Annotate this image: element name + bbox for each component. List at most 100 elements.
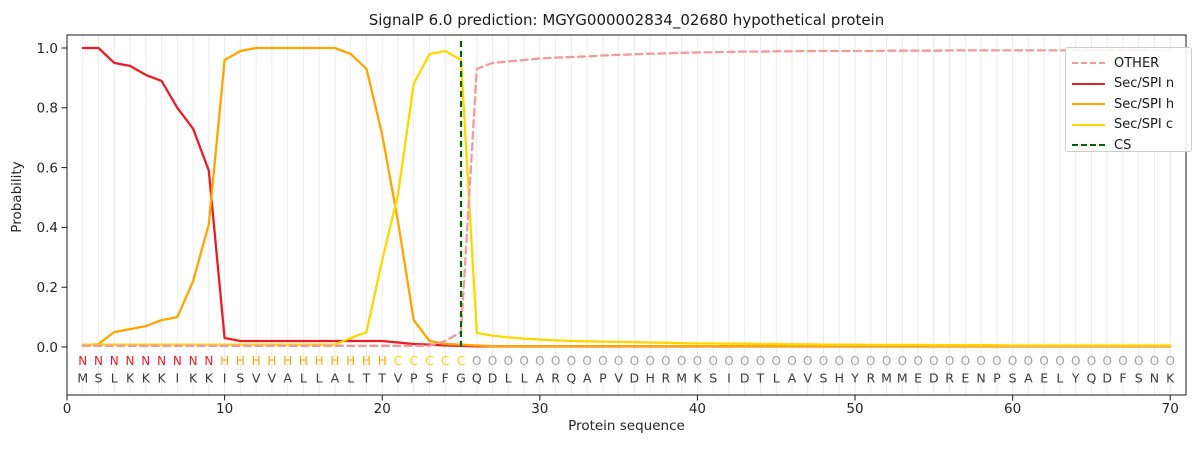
svg-text:Q: Q xyxy=(566,371,576,386)
svg-text:O: O xyxy=(787,354,796,368)
svg-text:A: A xyxy=(583,371,592,386)
series-line-sec-spi-n xyxy=(81,46,1172,348)
series-line-other xyxy=(81,48,1172,347)
svg-text:O: O xyxy=(1008,354,1017,368)
svg-text:D: D xyxy=(488,371,498,386)
svg-text:S: S xyxy=(426,371,434,386)
svg-text:N: N xyxy=(126,354,135,368)
svg-text:O: O xyxy=(929,354,938,368)
svg-text:20: 20 xyxy=(374,401,391,417)
svg-text:0.4: 0.4 xyxy=(37,220,58,236)
svg-text:1.0: 1.0 xyxy=(37,41,58,57)
svg-text:K: K xyxy=(157,371,166,386)
svg-text:O: O xyxy=(1024,354,1033,368)
chart-title: SignalP 6.0 prediction: MGYG000002834_02… xyxy=(368,11,885,29)
svg-text:K: K xyxy=(205,371,214,386)
svg-text:H: H xyxy=(362,354,371,368)
svg-text:0.6: 0.6 xyxy=(37,160,58,176)
svg-text:V: V xyxy=(614,371,623,386)
svg-text:H: H xyxy=(315,354,324,368)
svg-text:C: C xyxy=(394,354,402,368)
svg-text:S: S xyxy=(95,371,103,386)
svg-text:H: H xyxy=(236,354,245,368)
svg-text:N: N xyxy=(78,354,87,368)
svg-text:O: O xyxy=(1166,354,1175,368)
legend-line-sec-spi-h-icon xyxy=(1072,103,1105,106)
svg-text:L: L xyxy=(300,371,307,386)
svg-text:0.2: 0.2 xyxy=(37,280,58,296)
series-line-sec-spi-c xyxy=(81,49,1172,347)
svg-text:30: 30 xyxy=(531,401,548,417)
svg-text:40: 40 xyxy=(689,401,706,417)
svg-text:E: E xyxy=(914,371,922,386)
svg-text:R: R xyxy=(551,371,560,386)
svg-text:O: O xyxy=(504,354,513,368)
svg-text:K: K xyxy=(189,371,198,386)
svg-text:S: S xyxy=(709,371,717,386)
svg-text:L: L xyxy=(521,371,528,386)
svg-text:V: V xyxy=(252,371,261,386)
svg-text:S: S xyxy=(820,371,828,386)
svg-text:D: D xyxy=(929,371,939,386)
svg-text:T: T xyxy=(756,371,765,386)
svg-text:O: O xyxy=(1055,354,1064,368)
svg-text:O: O xyxy=(677,354,686,368)
legend-label-sec-spi-c: Sec/SPI c xyxy=(1114,117,1173,133)
legend-line-cs-icon xyxy=(1072,144,1105,147)
svg-text:O: O xyxy=(1134,354,1143,368)
svg-text:O: O xyxy=(882,354,891,368)
svg-text:D: D xyxy=(740,371,750,386)
svg-text:O: O xyxy=(945,354,954,368)
svg-text:L: L xyxy=(316,371,323,386)
svg-text:S: S xyxy=(236,371,244,386)
svg-text:N: N xyxy=(204,354,213,368)
legend-line-sec-spi-n-icon xyxy=(1072,82,1105,85)
svg-text:L: L xyxy=(347,371,354,386)
svg-text:N: N xyxy=(189,354,198,368)
svg-text:N: N xyxy=(94,354,103,368)
svg-text:A: A xyxy=(536,371,545,386)
svg-text:O: O xyxy=(1102,354,1111,368)
svg-text:N: N xyxy=(110,354,119,368)
svg-text:M: M xyxy=(897,371,908,386)
svg-text:T: T xyxy=(377,371,386,386)
svg-text:O: O xyxy=(708,354,717,368)
svg-text:O: O xyxy=(866,354,875,368)
svg-text:0: 0 xyxy=(63,401,72,417)
svg-text:O: O xyxy=(472,354,481,368)
svg-text:O: O xyxy=(724,354,733,368)
legend-label-sec-spi-n: Sec/SPI n xyxy=(1114,76,1175,92)
svg-text:O: O xyxy=(756,354,765,368)
svg-text:H: H xyxy=(378,354,387,368)
svg-text:V: V xyxy=(394,371,403,386)
series-line-sec-spi-h xyxy=(81,46,1172,348)
svg-text:N: N xyxy=(141,354,150,368)
svg-text:C: C xyxy=(425,354,433,368)
svg-text:N: N xyxy=(157,354,166,368)
svg-text:L: L xyxy=(111,371,118,386)
svg-text:O: O xyxy=(488,354,497,368)
svg-text:O: O xyxy=(961,354,970,368)
svg-text:A: A xyxy=(788,371,797,386)
svg-text:Q: Q xyxy=(1087,371,1097,386)
svg-text:R: R xyxy=(866,371,875,386)
svg-text:10: 10 xyxy=(216,401,233,417)
svg-text:H: H xyxy=(835,371,844,386)
probability-curves xyxy=(81,46,1172,348)
svg-text:D: D xyxy=(1102,371,1112,386)
svg-text:Q: Q xyxy=(472,371,482,386)
svg-text:S: S xyxy=(1009,371,1017,386)
svg-text:O: O xyxy=(645,354,654,368)
svg-text:C: C xyxy=(441,354,449,368)
svg-text:H: H xyxy=(252,354,261,368)
svg-text:H: H xyxy=(299,354,308,368)
svg-text:R: R xyxy=(945,371,954,386)
svg-text:O: O xyxy=(661,354,670,368)
svg-text:50: 50 xyxy=(846,401,863,417)
svg-text:M: M xyxy=(676,371,687,386)
svg-text:K: K xyxy=(1166,371,1175,386)
svg-text:O: O xyxy=(630,354,639,368)
svg-text:O: O xyxy=(803,354,812,368)
